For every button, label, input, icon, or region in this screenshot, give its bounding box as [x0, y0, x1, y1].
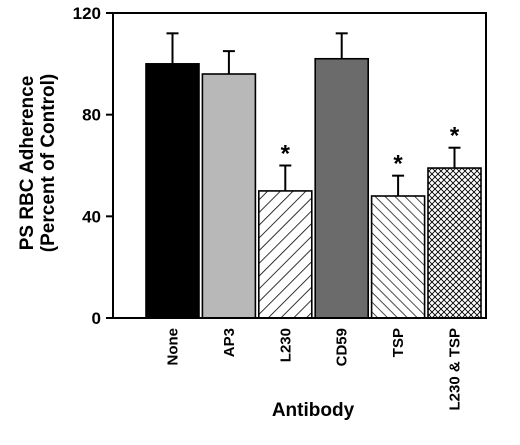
x-axis-category-labels: None AP3 L230 CD59 TSP L230 & TSP	[165, 328, 464, 411]
y-axis-ticks: 0 40 80 120	[73, 4, 113, 328]
y-tick-label: 120	[73, 4, 101, 23]
bar-cd59	[314, 57, 370, 319]
y-tick-label: 0	[92, 309, 101, 328]
plot-frame	[112, 12, 487, 319]
y-tick-label: 40	[82, 207, 101, 226]
x-tick-label: AP3	[221, 328, 238, 357]
x-tick-label: L230 & TSP	[447, 328, 464, 411]
x-axis-title: Antibody	[272, 400, 355, 421]
significance-star: *	[450, 123, 460, 150]
x-tick-label: L230	[277, 328, 294, 362]
bar-ap3	[201, 73, 257, 319]
significance-markers: * * *	[281, 123, 460, 178]
y-tick-label: 80	[82, 106, 101, 125]
bars	[145, 57, 482, 319]
error-bars	[166, 32, 461, 196]
significance-star: *	[281, 141, 291, 168]
x-tick-label: TSP	[390, 328, 407, 357]
x-tick-label: CD59	[334, 328, 351, 366]
y-axis-subtitle: (Percent of Control)	[38, 74, 59, 252]
bar-l230	[257, 190, 313, 319]
y-axis-title: PS RBC Adherence	[17, 76, 38, 251]
bar-tsp	[370, 195, 426, 319]
x-tick-label: None	[165, 328, 182, 366]
bar-l230-tsp	[427, 167, 482, 319]
bar-none	[145, 63, 200, 319]
significance-star: *	[393, 151, 403, 178]
